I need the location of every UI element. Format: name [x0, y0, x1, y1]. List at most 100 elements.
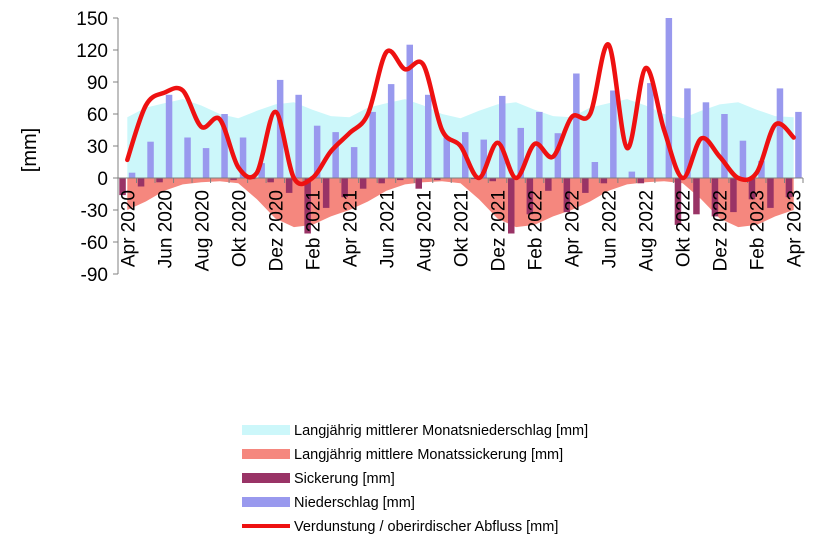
precipitation-bar: [350, 147, 358, 178]
precipitation-bar: [573, 73, 580, 178]
seepage-bar: [378, 178, 385, 184]
x-tick-label: Aug 2022: [637, 190, 658, 271]
seepage-bar: [785, 178, 793, 198]
plot-line: [125, 42, 796, 187]
seepage-bar: [637, 178, 645, 184]
seepage-bar: [359, 178, 367, 189]
precipitation-bar: [665, 18, 673, 178]
legend-label: Sickerung [mm]: [294, 471, 395, 487]
precipitation-bar: [480, 139, 487, 178]
precipitation-bar: [128, 172, 136, 178]
seepage-bar: [119, 178, 126, 196]
seepage-bar: [748, 178, 756, 200]
precipitation-bar: [554, 133, 562, 178]
seepage-bar: [434, 178, 441, 181]
seepage-bar: [397, 178, 404, 181]
precipitation-bar: [721, 114, 728, 178]
precipitation-bar: [517, 127, 524, 178]
x-tick-label: Aug 2020: [192, 190, 213, 271]
y-tick-label: 90: [87, 73, 108, 94]
y-tick-label: -90: [81, 265, 108, 286]
seepage-bar: [230, 178, 237, 181]
evaporation-runoff-line: [125, 42, 796, 187]
precipitation-bar: [758, 160, 765, 178]
seepage-bar: [711, 178, 719, 217]
seepage-bar: [471, 178, 478, 180]
x-axis-ticks: Apr 2020 Jun 2020 Aug 2020 Okt 2020 Dez 2020…: [118, 190, 805, 271]
x-tick-label: Feb 2022: [526, 190, 547, 270]
x-tick-label: Jun 2022: [600, 190, 621, 268]
precipitation-bar: [443, 137, 450, 178]
x-tick-label: Dez 2020: [266, 190, 287, 271]
seepage-bar: [545, 178, 552, 191]
precipitation-bar: [610, 90, 617, 178]
x-tick-label: Apr 2023: [785, 190, 806, 267]
x-tick-label: Apr 2022: [563, 190, 584, 267]
y-axis-label: [mm]: [19, 128, 41, 172]
seepage-bar: [526, 178, 534, 215]
y-tick-label: 150: [76, 9, 108, 30]
precipitation-bar: [776, 88, 784, 178]
precipitation-bar: [591, 162, 599, 178]
legend-swatch: [242, 449, 290, 459]
precipitation-bar: [425, 94, 432, 178]
area-mean-seepage: [127, 178, 794, 228]
x-tick-label: Okt 2021: [452, 190, 473, 267]
legend: Langjährig mittlerer Monatsniederschlag …: [242, 423, 588, 535]
y-tick-label: 60: [87, 105, 108, 126]
x-tick-label: Feb 2021: [303, 190, 324, 270]
legend-label: Langjährig mittlere Monatssickerung [mm]: [294, 447, 563, 463]
seepage-bar: [674, 178, 682, 225]
precipitation-bar: [369, 111, 376, 178]
x-tick-label: Dez 2021: [489, 190, 510, 271]
seepage-bar: [582, 178, 589, 193]
x-tick-label: Okt 2022: [674, 190, 695, 267]
precipitation-bar: [387, 84, 395, 178]
y-tick-label: 30: [87, 137, 108, 158]
x-tick-label: Apr 2021: [340, 190, 361, 267]
seepage-bar: [508, 178, 515, 234]
x-tick-label: Feb 2023: [748, 190, 769, 270]
legend-label: Langjährig mittlerer Monatsniederschlag …: [294, 423, 588, 439]
seepage-bar: [137, 178, 145, 187]
seepage-bar: [730, 178, 737, 213]
seepage-bar: [767, 178, 774, 208]
x-tick-label: Jun 2020: [155, 190, 176, 268]
legend-label: Niederschlag [mm]: [294, 495, 415, 511]
plot-areas: [127, 99, 794, 228]
legend-label: Verdunstung / oberirdischer Abfluss [mm]: [294, 519, 558, 535]
legend-swatch: [242, 425, 290, 435]
precipitation-bar: [165, 94, 173, 178]
seepage-bar: [322, 178, 330, 208]
precipitation-bar: [739, 140, 747, 178]
seepage-bar: [563, 178, 571, 213]
seepage-bar: [415, 178, 422, 189]
precipitation-bar: [239, 137, 247, 178]
y-tick-label: -60: [81, 233, 108, 254]
seepage-bar: [156, 178, 163, 183]
area-mean-precipitation: [127, 99, 794, 178]
y-tick-label: 0: [97, 169, 108, 190]
seepage-bar: [489, 178, 496, 182]
y-tick-label: 120: [76, 41, 108, 62]
x-tick-label: Aug 2021: [415, 190, 436, 271]
x-tick-label: Dez 2022: [711, 190, 732, 271]
precipitation-bar: [184, 137, 191, 178]
precipitation-bar: [202, 148, 210, 178]
seepage-bar: [267, 178, 274, 183]
precipitation-bar: [332, 132, 339, 178]
y-axis-ticks: 150 120 90 60 30 0 -30 -60 -90: [76, 9, 108, 286]
seepage-bar: [693, 178, 700, 215]
precipitation-bar: [313, 125, 321, 178]
precipitation-bar: [647, 83, 654, 178]
precipitation-bar: [499, 95, 506, 178]
y-tick-label: -30: [81, 201, 108, 222]
x-tick-label: Okt 2020: [229, 190, 250, 267]
precipitation-bar: [258, 163, 265, 178]
legend-swatch: [242, 473, 290, 483]
precipitation-bar: [684, 88, 691, 178]
precipitation-bar: [406, 44, 413, 179]
seepage-bar: [600, 178, 608, 184]
precipitation-bar: [795, 111, 802, 178]
